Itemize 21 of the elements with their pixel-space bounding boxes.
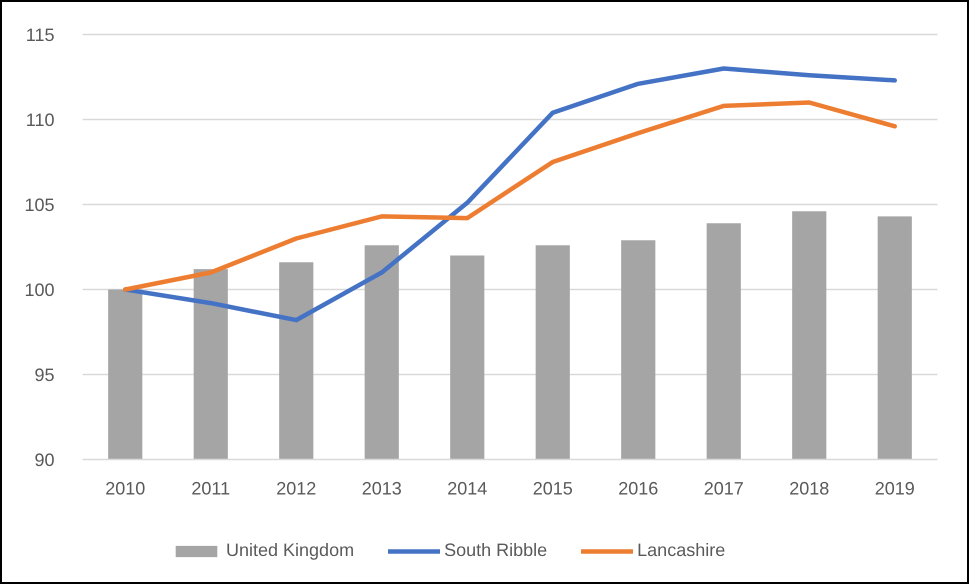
x-tick-label: 2018: [789, 478, 830, 498]
x-tick-label: 2011: [191, 478, 230, 498]
y-tick-label: 105: [24, 195, 55, 215]
y-tick-label: 115: [26, 25, 55, 45]
x-tick-label: 2012: [276, 478, 316, 498]
x-tick-label: 2016: [618, 478, 658, 498]
line-series: [123, 66, 897, 322]
x-tick-label: 2015: [532, 478, 573, 498]
x-tick-label: 2014: [447, 478, 488, 498]
legend-label: South Ribble: [444, 540, 548, 561]
x-tick-label: 2013: [362, 478, 402, 498]
x-tick-label: 2017: [704, 478, 744, 498]
y-tick-label: 110: [26, 110, 55, 130]
legend-label: Lancashire: [637, 540, 726, 561]
line-series: [123, 100, 897, 292]
legend-label: United Kingdom: [226, 540, 354, 561]
x-tick-label: 2019: [874, 478, 915, 498]
x-tick-label: 2010: [105, 478, 146, 498]
y-tick-label: 100: [24, 280, 55, 300]
y-tick-label: 90: [34, 450, 55, 470]
y-tick-label: 95: [34, 365, 55, 385]
